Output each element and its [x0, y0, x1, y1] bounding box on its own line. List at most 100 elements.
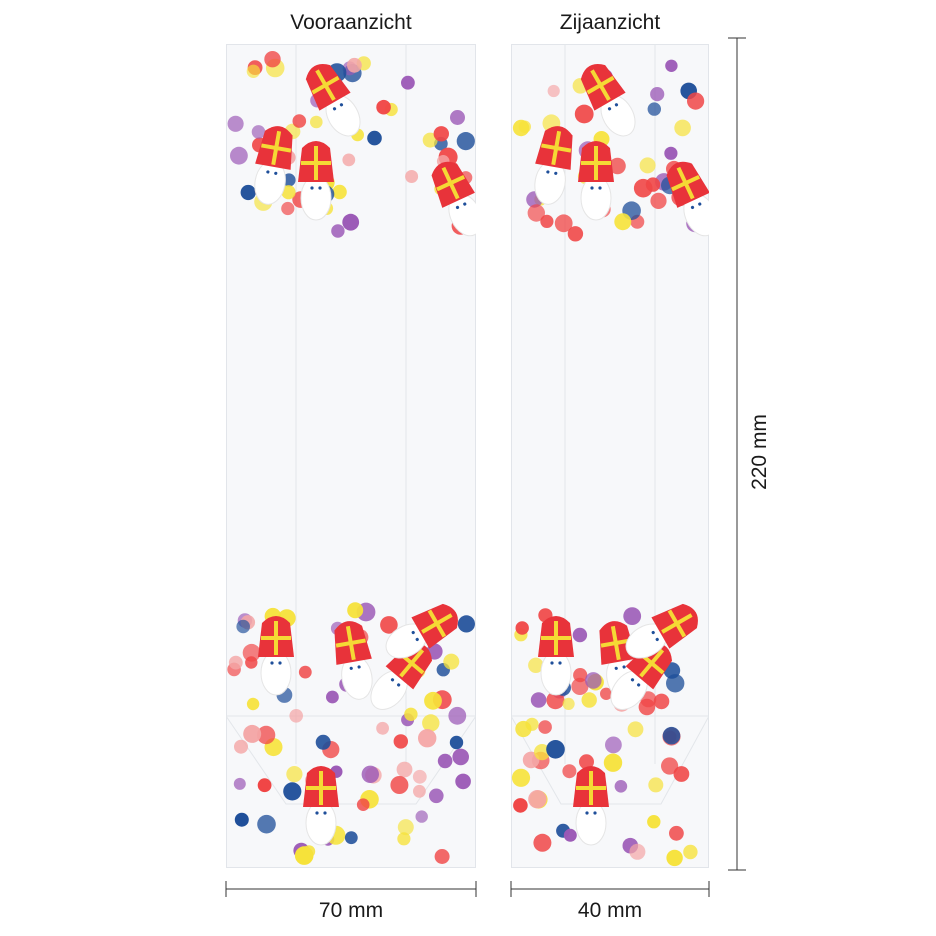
- confetti-dot: [376, 99, 391, 115]
- confetti-dot: [538, 720, 552, 734]
- confetti-dot: [567, 226, 584, 242]
- depth-dimension-line: [510, 881, 710, 897]
- confetti-dot: [424, 691, 442, 710]
- sinterklaas-mitre-icon: [573, 766, 609, 846]
- confetti-dot: [245, 656, 258, 669]
- confetti-dot: [228, 655, 243, 670]
- confetti-dot: [513, 798, 528, 813]
- confetti-dot: [518, 120, 531, 133]
- sinterklaas-mitre-icon: [580, 64, 636, 137]
- confetti-dot: [605, 736, 622, 754]
- sinterklaas-mitre-icon: [258, 616, 294, 696]
- confetti-dot: [401, 75, 415, 90]
- confetti-dot: [669, 825, 684, 841]
- confetti-dot: [647, 815, 661, 829]
- sinterklaas-mitre-icon: [298, 141, 334, 221]
- confetti-dot: [397, 819, 414, 836]
- confetti-dot: [361, 765, 379, 783]
- confetti-dot: [585, 672, 602, 689]
- confetti-dot: [572, 627, 588, 643]
- confetti-dot: [418, 729, 437, 748]
- confetti-dot: [264, 51, 281, 68]
- confetti-dot: [638, 698, 656, 716]
- confetti-dot: [574, 104, 594, 124]
- confetti-dot: [528, 657, 544, 673]
- confetti-dot: [413, 784, 426, 798]
- confetti-dot: [562, 697, 575, 711]
- sinterklaas-mitre-icon: [538, 616, 574, 696]
- sinterklaas-mitre-icon: [610, 642, 673, 710]
- front-confetti-bottom: [227, 602, 475, 865]
- width-dimension-label: 70 mm: [318, 899, 384, 922]
- confetti-dot: [393, 734, 408, 749]
- confetti-dot: [653, 693, 670, 710]
- confetti-dot: [251, 125, 266, 139]
- sinterklaas-mitre-icon: [254, 126, 293, 205]
- confetti-dot: [533, 833, 552, 852]
- confetti-dot: [376, 721, 389, 735]
- confetti-dot: [422, 714, 440, 732]
- confetti-dot: [256, 725, 276, 745]
- width-dimension-line: [225, 881, 477, 897]
- confetti-dot: [511, 768, 531, 787]
- confetti-dot: [534, 744, 551, 761]
- confetti-dot: [457, 615, 475, 633]
- confetti-dot: [236, 619, 250, 634]
- confetti-dot: [240, 184, 256, 201]
- confetti-dot: [302, 845, 316, 858]
- confetti-dot: [390, 776, 409, 794]
- confetti-dot: [331, 224, 345, 238]
- confetti-dot: [661, 757, 679, 775]
- confetti-dot: [342, 213, 360, 231]
- confetti-dot: [412, 769, 427, 784]
- confetti-dot: [571, 677, 589, 696]
- confetti-dot: [257, 814, 276, 834]
- side-confetti-bottom: [511, 603, 698, 867]
- confetti-dot: [546, 740, 565, 759]
- confetti-dot: [603, 753, 623, 772]
- confetti-dot: [456, 132, 475, 151]
- sinterklaas-mitre-icon: [534, 126, 573, 205]
- confetti-dot: [547, 84, 560, 98]
- confetti-dot: [243, 724, 262, 743]
- confetti-dot: [257, 778, 272, 793]
- front-confetti-top: [227, 51, 476, 238]
- confetti-dot: [246, 697, 260, 711]
- confetti-dot: [515, 621, 529, 635]
- confetti-dot: [647, 102, 661, 116]
- sinterklaas-mitre-icon: [666, 161, 709, 237]
- confetti-dot: [449, 735, 464, 750]
- confetti-dot: [283, 782, 302, 801]
- confetti-dot: [437, 753, 453, 769]
- confetti-dot: [367, 130, 382, 146]
- confetti-dot: [627, 721, 644, 738]
- confetti-dot: [281, 201, 295, 216]
- confetti-dot: [234, 812, 249, 827]
- confetti-dot: [645, 177, 661, 192]
- confetti-dot: [683, 844, 698, 860]
- confetti-dot: [614, 213, 632, 231]
- sinterklaas-mitre-icon: [385, 603, 458, 659]
- confetti-dot: [674, 119, 691, 137]
- confetti-dot: [540, 214, 554, 228]
- confetti-dot: [433, 126, 449, 142]
- confetti-dot: [246, 64, 261, 78]
- confetti-dot: [310, 115, 323, 129]
- confetti-dot: [422, 132, 438, 148]
- side-confetti-top: [512, 59, 709, 242]
- confetti-dot: [665, 59, 678, 72]
- confetti-dot: [614, 780, 628, 793]
- side-view-label: Zijaanzicht: [559, 11, 661, 34]
- front-view-bag-illustration: [226, 44, 476, 868]
- sinterklaas-mitre-icon: [334, 621, 373, 700]
- confetti-dot: [515, 720, 532, 738]
- confetti-dot: [629, 843, 646, 860]
- confetti-dot: [227, 115, 244, 132]
- confetti-dot: [397, 832, 411, 846]
- confetti-dot: [234, 739, 248, 754]
- confetti-dot: [332, 184, 347, 200]
- confetti-dot: [342, 153, 356, 167]
- sinterklaas-mitre-icon: [305, 64, 361, 137]
- confetti-dot: [315, 734, 331, 750]
- confetti-dot: [230, 146, 248, 165]
